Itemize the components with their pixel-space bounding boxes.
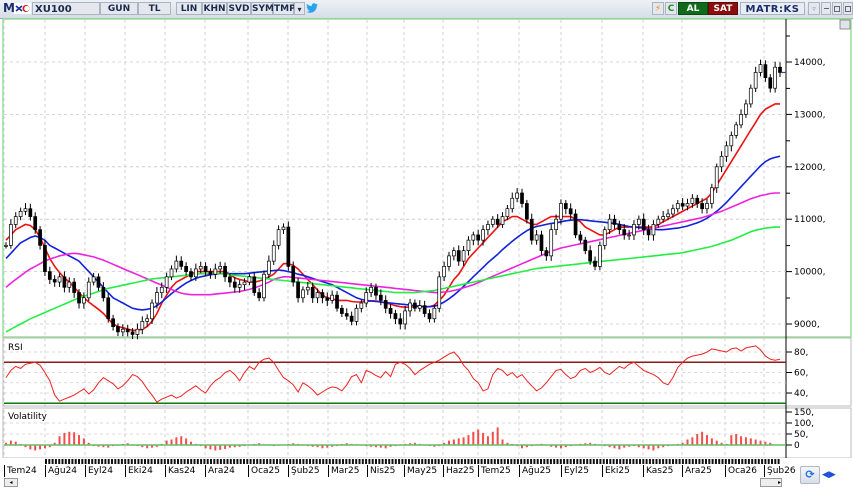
- month-label: Ağu24: [45, 465, 77, 477]
- month-label: Eki25: [602, 465, 630, 477]
- maximize-button[interactable]: [832, 2, 842, 15]
- chart-toolbar: M XU100 GUN TL LIN KHN SVD SYM TMP ▾ ⚡ C AL SA…: [0, 0, 853, 19]
- refresh-icon[interactable]: C: [665, 2, 677, 15]
- pan-arrows-icon[interactable]: ◀▶: [822, 470, 836, 480]
- minimize-button[interactable]: [821, 2, 831, 15]
- month-label: Eki24: [125, 465, 153, 477]
- day-ticks: [45, 459, 780, 464]
- svg-text:100,: 100,: [794, 419, 814, 429]
- price-axis-label: 10000,: [794, 268, 826, 278]
- volatility-panel-title: Volatility: [8, 412, 48, 422]
- month-label: Oca26: [725, 465, 757, 477]
- month-label: Tem25: [478, 465, 511, 477]
- twitter-icon[interactable]: [306, 3, 318, 14]
- month-label: Ara25: [682, 465, 712, 477]
- buy-button[interactable]: AL: [678, 2, 708, 15]
- month-label: Şub26: [764, 465, 796, 477]
- sell-button[interactable]: SAT: [708, 2, 738, 15]
- svg-text:80,: 80,: [794, 348, 808, 358]
- lightning-icon[interactable]: ⚡: [652, 2, 664, 15]
- price-axis-label: 12000,: [794, 163, 826, 173]
- svg-text:60,: 60,: [794, 369, 808, 379]
- month-label: Nis25: [367, 465, 395, 477]
- month-label: Eyl25: [561, 465, 589, 477]
- toolbar-button-gun[interactable]: GUN: [100, 2, 138, 15]
- month-label: Mar25: [328, 465, 359, 477]
- scroll-right-button[interactable]: ▸: [760, 478, 782, 487]
- restore-button[interactable]: [843, 2, 853, 15]
- time-axis: Tem24 Ağu24 Eyl24 Eki24 Kas24 Ara24 Oca25 Şub25…: [0, 458, 853, 488]
- matriks-logo: M: [3, 1, 15, 15]
- month-label: May25: [404, 465, 437, 477]
- toolbar-button-khn[interactable]: KHN: [202, 2, 227, 15]
- toolbar-button-svd[interactable]: SVD: [227, 2, 251, 15]
- panel-restore-icon[interactable]: [839, 19, 851, 30]
- symbol-field[interactable]: XU100: [32, 2, 100, 15]
- month-label: Oca25: [248, 465, 280, 477]
- price-axis-label: 11000,: [794, 215, 826, 225]
- price-chart[interactable]: 9000, 10000, 11000, 12000, 13000, 14000, 40, 60…: [0, 18, 853, 459]
- window-menu-icon[interactable]: ▿: [808, 2, 820, 15]
- toolbar-button-lin[interactable]: LIN: [176, 2, 202, 15]
- month-label: Kas25: [643, 465, 673, 477]
- chart-area[interactable]: 9000, 10000, 11000, 12000, 13000, 14000, 40, 60…: [0, 18, 853, 459]
- svg-text:0: 0: [794, 441, 800, 451]
- sync-icon[interactable]: ⟳: [800, 466, 820, 484]
- scroll-left-button[interactable]: ◂: [4, 478, 18, 487]
- month-label: Ağu25: [519, 465, 551, 477]
- month-label: Şub25: [288, 465, 320, 477]
- svg-text:150,: 150,: [794, 408, 814, 418]
- rsi-panel-title: RSI: [8, 343, 23, 353]
- month-label: Eyl24: [85, 465, 113, 477]
- toolbar-button-sym[interactable]: SYM: [251, 2, 274, 15]
- price-axis-label: 13000,: [794, 110, 826, 120]
- matriks-brand-button[interactable]: MATR:KS: [740, 2, 805, 15]
- price-axis-label: 14000,: [794, 58, 826, 68]
- month-label: Kas24: [165, 465, 195, 477]
- svg-text:50,: 50,: [794, 430, 808, 440]
- month-label: Ara24: [205, 465, 235, 477]
- turkey-flag-icon: [14, 3, 31, 14]
- toolbar-button-tl[interactable]: TL: [138, 2, 171, 15]
- month-label: Haz25: [443, 465, 474, 477]
- toolbar-button-tmp[interactable]: TMP: [273, 2, 296, 15]
- svg-text:40,: 40,: [794, 389, 808, 399]
- month-label: Tem24: [4, 465, 37, 477]
- price-axis-label: 9000,: [794, 320, 820, 330]
- dropdown-arrow-icon[interactable]: ▾: [294, 2, 305, 15]
